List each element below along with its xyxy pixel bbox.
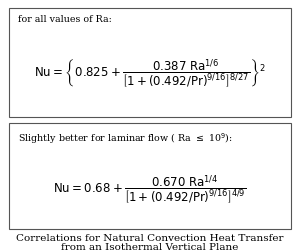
Text: Correlations for Natural Convection Heat Transfer: Correlations for Natural Convection Heat…	[16, 234, 284, 243]
Text: from an Isothermal Vertical Plane: from an Isothermal Vertical Plane	[61, 243, 239, 252]
Text: $\mathrm{Nu} = \left\{ 0.825 + \dfrac{0.387\;\mathrm{Ra}^{1/6}}{\left[ 1 + (0.49: $\mathrm{Nu} = \left\{ 0.825 + \dfrac{0.…	[34, 57, 266, 90]
Text: for all values of Ra:: for all values of Ra:	[18, 15, 112, 24]
Text: $\mathrm{Nu} = 0.68 + \dfrac{0.670\;\mathrm{Ra}^{1/4}}{\left[ 1 + (0.492/\mathrm: $\mathrm{Nu} = 0.68 + \dfrac{0.670\;\mat…	[53, 173, 247, 205]
FancyBboxPatch shape	[9, 123, 291, 229]
FancyBboxPatch shape	[9, 8, 291, 117]
Text: Slightly better for laminar flow ( Ra $\leq$ 10$^{9}$):: Slightly better for laminar flow ( Ra $\…	[18, 131, 233, 146]
